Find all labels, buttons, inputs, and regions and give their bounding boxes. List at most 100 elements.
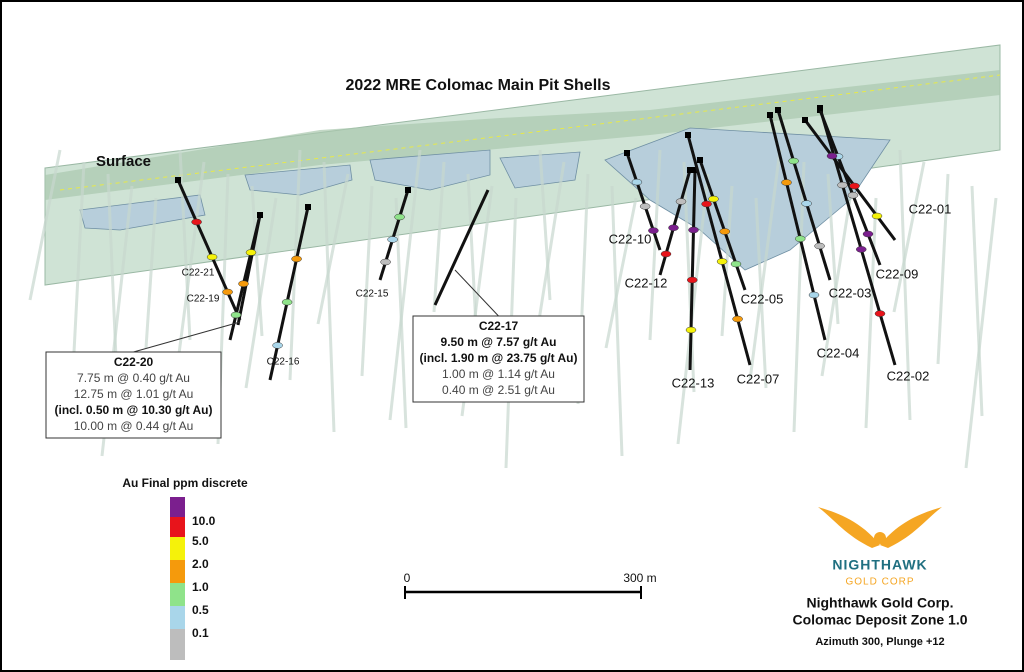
- assay-interval: [281, 298, 293, 306]
- faint-hole: [936, 173, 950, 365]
- assay-interval: [837, 181, 848, 189]
- assay-interval: [245, 249, 257, 256]
- collar: [405, 187, 411, 193]
- collar: [767, 112, 773, 118]
- assay-interval: [801, 200, 812, 207]
- faint-hole: [360, 185, 374, 377]
- legend-label: 0.5: [192, 603, 209, 617]
- assay-interval: [660, 250, 672, 258]
- hole-label: C22-02: [887, 368, 930, 383]
- assay-interval: [272, 342, 283, 349]
- leader: [454, 269, 499, 317]
- hole-label: C22-01: [909, 201, 952, 216]
- hole-label: C22-13: [672, 375, 715, 390]
- drill-hole: [803, 119, 897, 241]
- callout-hole: C22-17: [479, 319, 519, 333]
- callout-line: 9.50 m @ 7.57 g/t Au: [441, 335, 557, 349]
- ridge: [45, 70, 1000, 200]
- drill-hole: [776, 109, 832, 281]
- callouts: C22-20 7.75 m @ 0.40 g/t Au 12.75 m @ 1.01…: [45, 269, 585, 439]
- legend-title: Au Final ppm discrete: [122, 476, 248, 490]
- assay-interval: [631, 178, 643, 186]
- drill-hole: [818, 107, 897, 366]
- caption-view: Azimuth 300, Plunge +12: [815, 636, 944, 648]
- logo-wings: [818, 507, 942, 548]
- collar: [257, 212, 263, 218]
- legend-swatch: [170, 537, 185, 560]
- legend-label: 5.0: [192, 534, 209, 548]
- assay-interval: [708, 195, 719, 203]
- drill-holes: C22-21 C22-19 C22-16 C22-15 C22-10 C22-12 C22-…: [28, 105, 998, 469]
- callout-line: (incl. 0.50 m @ 10.30 g/t Au): [55, 403, 213, 417]
- assay-interval: [191, 218, 202, 226]
- hole-label: C22-09: [876, 266, 919, 281]
- logo-name: NIGHTHAWK: [832, 557, 927, 573]
- assay-interval: [716, 258, 728, 265]
- legend-swatch: [170, 497, 185, 517]
- assay-interval: [719, 228, 730, 235]
- title: 2022 MRE Colomac Main Pit Shells: [346, 77, 611, 94]
- caption-deposit: Colomac Deposit Zone 1.0: [792, 612, 967, 628]
- assay-interval: [871, 212, 883, 220]
- callout-line: 1.00 m @ 1.14 g/t Au: [442, 367, 555, 381]
- assay-interval: [730, 260, 742, 268]
- collar: [687, 167, 693, 173]
- assay-interval: [874, 310, 886, 317]
- faint-hole: [316, 173, 350, 325]
- collar: [692, 167, 698, 173]
- legend: 10.0 5.0 2.0 1.0 0.5 0.1: [170, 497, 216, 660]
- faint-hole: [898, 149, 912, 421]
- faint-hole: [648, 149, 662, 341]
- assay-interval: [387, 236, 398, 243]
- logo-head: [874, 532, 886, 544]
- faint-hole: [604, 197, 638, 349]
- hole-label: C22-12: [625, 275, 668, 290]
- assay-interval: [849, 182, 860, 190]
- logo-sub: GOLD CORP: [845, 577, 914, 588]
- drill-hole: [625, 152, 662, 251]
- legend-swatch: [170, 606, 185, 629]
- assay-interval: [847, 192, 859, 199]
- assay-interval: [685, 326, 697, 334]
- assay-interval: [668, 224, 679, 231]
- assay-interval: [394, 213, 405, 221]
- faint-hole: [28, 149, 62, 301]
- hole-label: C22-21: [182, 268, 215, 279]
- faint-hole: [892, 161, 926, 313]
- surface-label: Surface: [96, 153, 151, 170]
- callout-line: (incl. 1.90 m @ 23.75 g/t Au): [420, 351, 578, 365]
- wing: [880, 507, 942, 548]
- faint-hole: [826, 173, 840, 325]
- faint-hole: [72, 161, 86, 353]
- assay-interval: [808, 291, 820, 299]
- callout-box: [412, 315, 585, 403]
- assay-interval: [688, 226, 699, 234]
- legend-label: 0.1: [192, 626, 209, 640]
- drill-hole: [228, 214, 262, 341]
- callout-line: 10.00 m @ 0.44 g/t Au: [74, 419, 194, 433]
- faint-hole: [964, 197, 998, 469]
- assay-interval: [687, 276, 698, 284]
- faint-hole: [538, 149, 552, 301]
- faint-hole: [178, 149, 192, 341]
- assay-interval: [732, 315, 743, 323]
- assay-interval: [781, 179, 792, 186]
- legend-label: 2.0: [192, 557, 209, 571]
- assay-interval: [862, 230, 874, 238]
- pit: [604, 127, 891, 271]
- drill-hole: [176, 179, 242, 321]
- hole-label: C22-03: [829, 285, 872, 300]
- collar: [305, 204, 311, 210]
- assay-interval: [701, 200, 712, 208]
- faint-hole: [792, 161, 806, 433]
- hole-label: C22-15: [356, 289, 389, 300]
- legend-swatch: [170, 517, 185, 537]
- leader: [133, 321, 241, 353]
- legend-label: 1.0: [192, 580, 209, 594]
- faint-hole: [970, 185, 984, 417]
- callout-box: [45, 351, 222, 439]
- drill-hole: [688, 169, 697, 371]
- legend-swatch: [170, 629, 185, 660]
- hole-label: C22-05: [741, 291, 784, 306]
